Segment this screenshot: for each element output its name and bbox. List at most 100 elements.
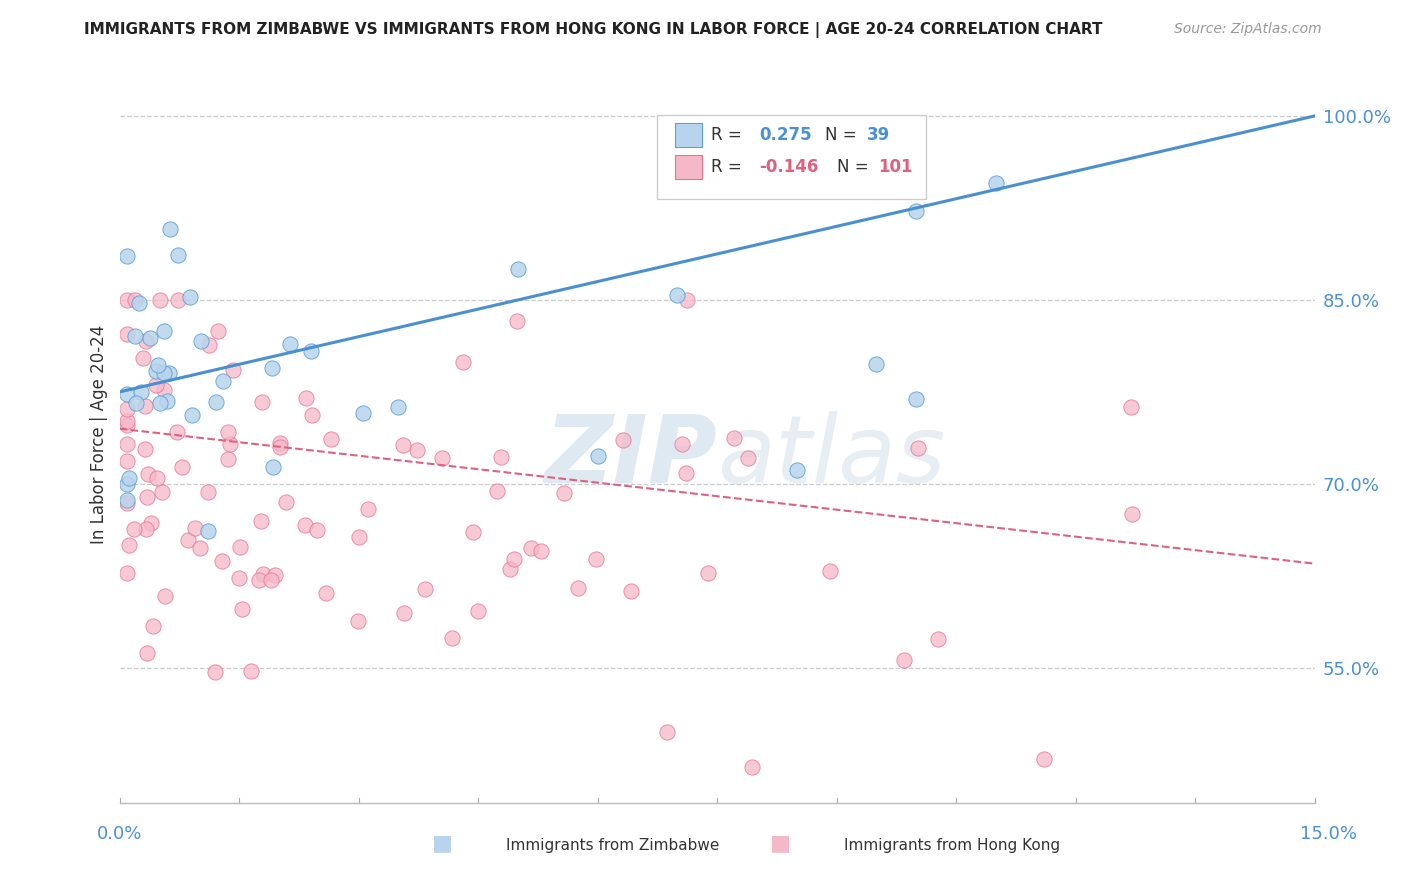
Text: R =: R =: [711, 159, 747, 177]
Point: [190, 334, 212, 349]
Point: [620, 584, 643, 599]
Point: [219, 437, 242, 451]
Point: [252, 566, 274, 581]
Point: [117, 327, 139, 342]
Point: [671, 437, 693, 451]
Point: [697, 566, 720, 580]
Point: [134, 399, 156, 413]
Point: [167, 293, 190, 307]
Point: [440, 631, 463, 645]
Point: [612, 433, 634, 447]
Point: [207, 324, 229, 338]
Point: [146, 471, 169, 485]
Point: [413, 582, 436, 596]
Point: [217, 451, 239, 466]
Point: [167, 248, 190, 262]
Point: [231, 601, 253, 615]
Point: [506, 262, 529, 277]
Point: [135, 522, 157, 536]
Point: [505, 314, 527, 328]
Point: [349, 530, 371, 544]
Point: [1121, 508, 1143, 522]
Text: ZIP: ZIP: [544, 411, 717, 503]
Point: [222, 362, 245, 376]
Text: R =: R =: [711, 126, 747, 144]
Point: [391, 438, 413, 452]
Point: [142, 619, 165, 633]
Point: [498, 562, 520, 576]
Point: [153, 383, 176, 397]
Point: [278, 336, 301, 351]
Point: [132, 351, 155, 365]
Text: ■: ■: [433, 833, 453, 853]
Point: [299, 343, 322, 358]
Point: [117, 418, 139, 433]
Point: [117, 566, 139, 581]
Point: [134, 442, 156, 456]
Point: [159, 222, 181, 236]
Point: [984, 176, 1007, 190]
Point: [136, 490, 159, 504]
Point: [170, 459, 193, 474]
Point: [228, 571, 250, 585]
Point: [136, 467, 159, 482]
Point: [352, 406, 374, 420]
Point: [530, 544, 553, 558]
Y-axis label: In Labor Force | Age 20-24: In Labor Force | Age 20-24: [90, 326, 108, 544]
Point: [262, 360, 284, 375]
Point: [181, 408, 204, 422]
Point: [125, 395, 148, 409]
Point: [666, 288, 689, 302]
Point: [117, 387, 139, 401]
Point: [145, 364, 167, 378]
Point: [118, 538, 141, 552]
Point: [122, 522, 145, 536]
Point: [117, 402, 139, 417]
Point: [347, 614, 370, 628]
Text: Immigrants from Hong Kong: Immigrants from Hong Kong: [844, 838, 1060, 853]
Point: [1121, 401, 1143, 415]
Text: Source: ZipAtlas.com: Source: ZipAtlas.com: [1174, 22, 1322, 37]
Point: [586, 449, 609, 463]
Point: [905, 392, 928, 407]
Point: [274, 495, 297, 509]
Point: [430, 451, 453, 466]
Point: [553, 485, 575, 500]
Point: [117, 476, 139, 491]
Point: [153, 366, 176, 380]
Text: ■: ■: [770, 833, 790, 853]
Point: [128, 296, 150, 310]
Point: [250, 514, 273, 528]
Point: [239, 665, 262, 679]
Point: [467, 604, 489, 618]
Point: [157, 366, 180, 380]
Text: 0.0%: 0.0%: [97, 825, 142, 843]
Point: [453, 355, 475, 369]
Point: [229, 540, 252, 554]
Point: [197, 524, 219, 539]
Point: [176, 533, 198, 548]
Text: 39: 39: [866, 126, 890, 144]
Point: [129, 384, 152, 399]
Point: [675, 466, 697, 480]
Point: [198, 338, 221, 352]
Point: [502, 552, 524, 566]
Point: [146, 358, 169, 372]
Point: [152, 324, 174, 338]
Point: [204, 665, 226, 679]
Point: [319, 432, 342, 446]
Point: [218, 425, 240, 439]
Point: [676, 293, 699, 307]
Point: [166, 425, 188, 439]
Point: [117, 496, 139, 510]
Text: N =: N =: [824, 126, 862, 144]
Point: [124, 329, 146, 343]
Point: [264, 568, 287, 582]
Point: [149, 293, 172, 307]
Point: [247, 573, 270, 587]
Point: [567, 581, 589, 595]
Text: 0.275: 0.275: [759, 126, 811, 144]
Point: [124, 293, 146, 307]
FancyBboxPatch shape: [675, 155, 702, 179]
Point: [212, 374, 235, 388]
